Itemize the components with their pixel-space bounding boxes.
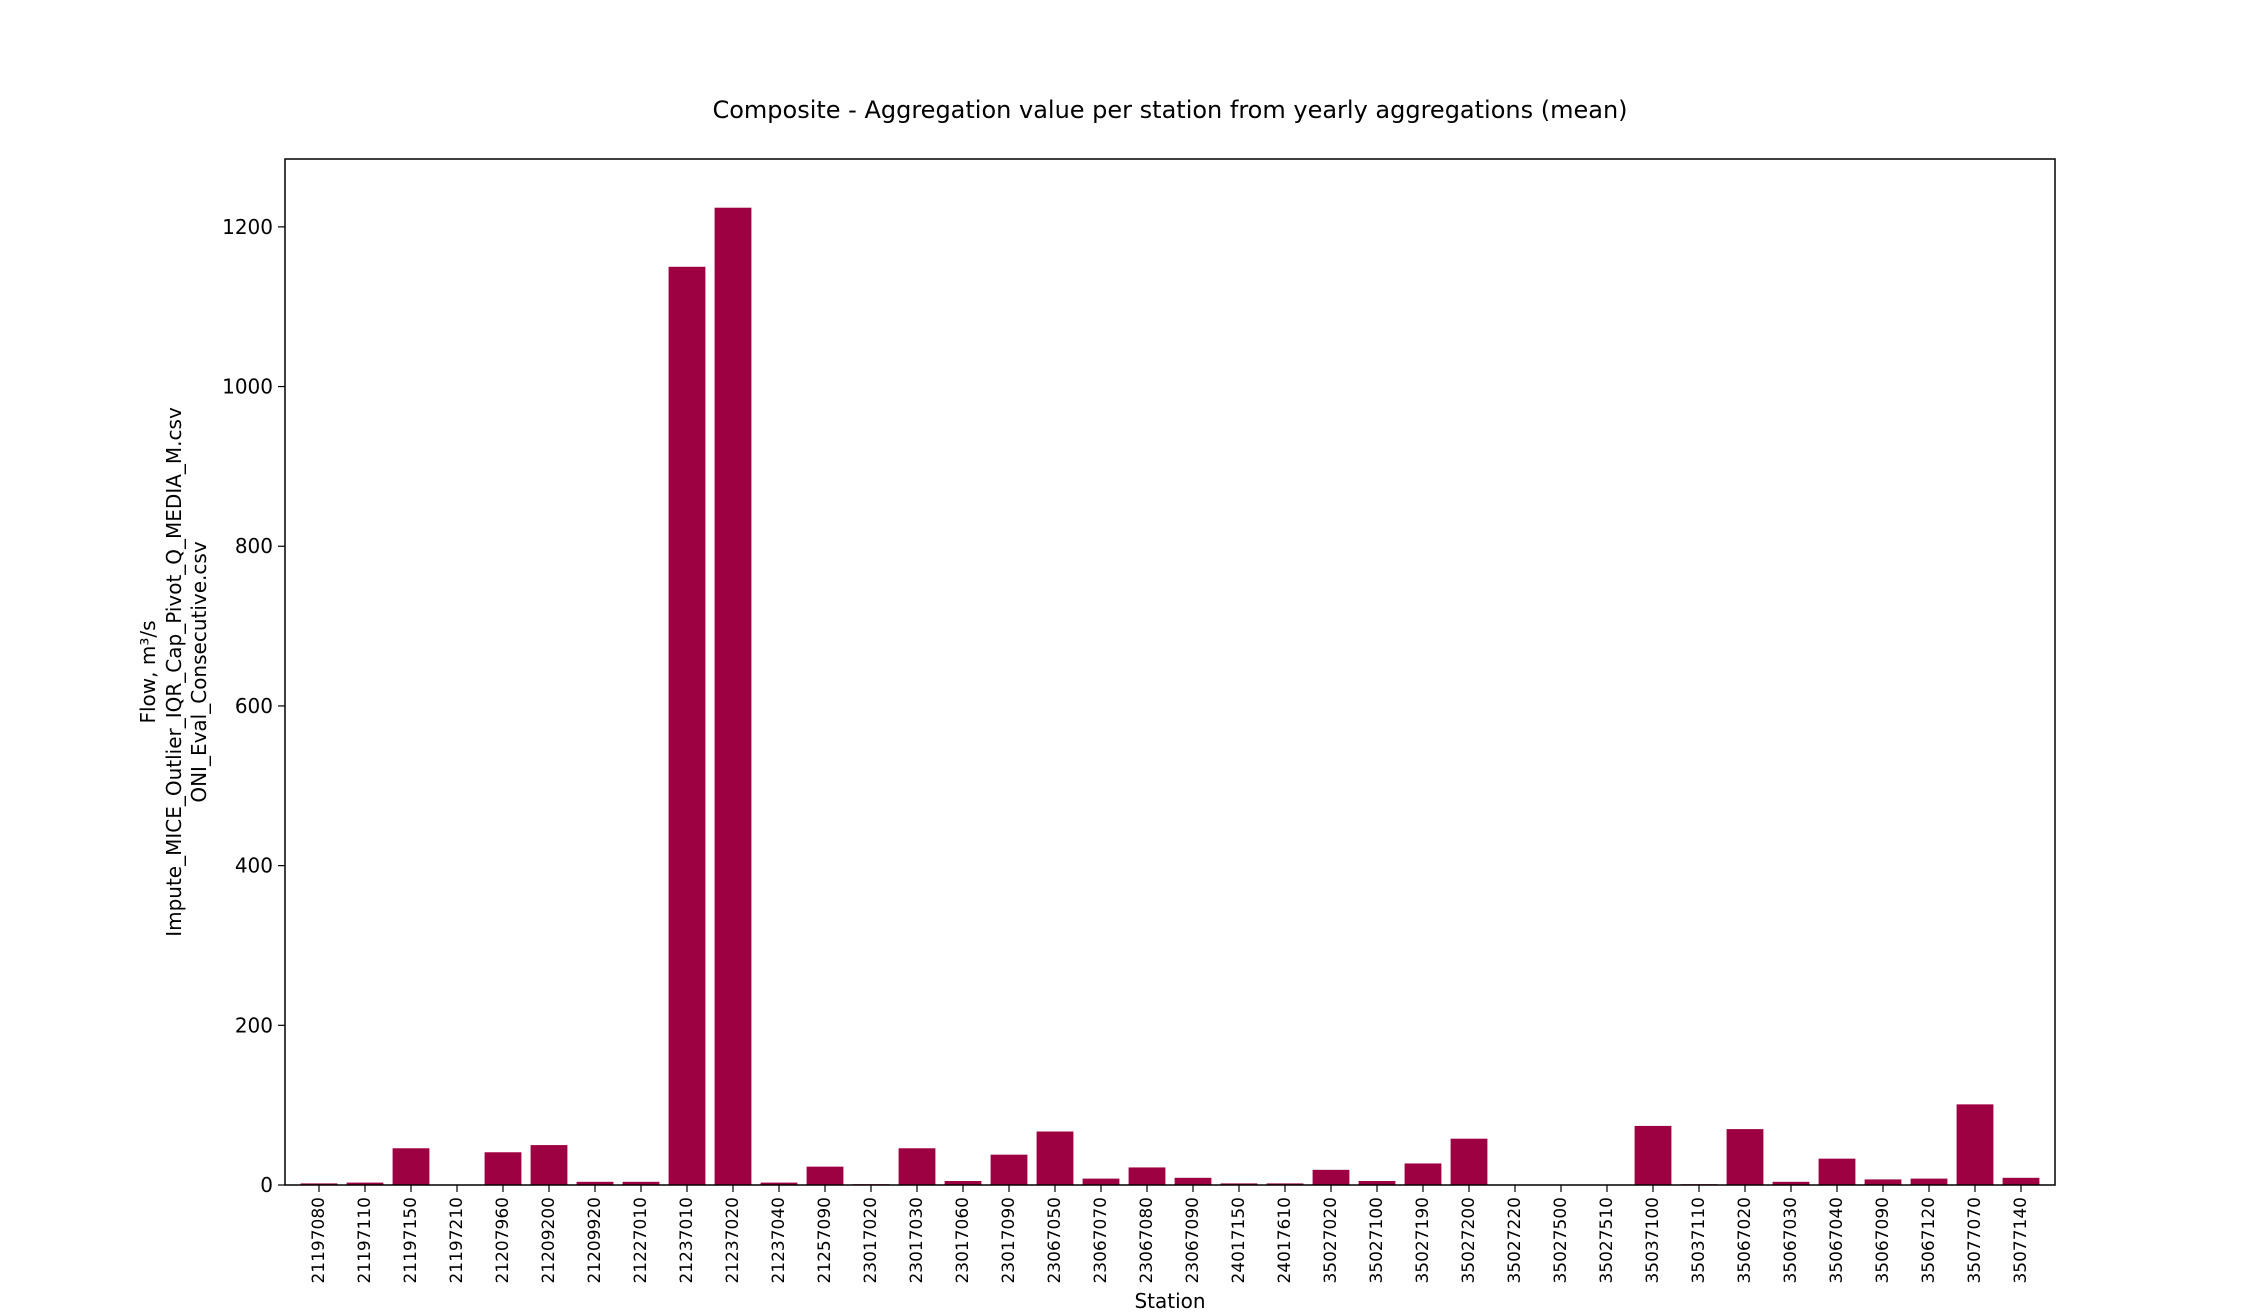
y-axis: 0 200 400 600 800 1000 1200 <box>222 215 285 1197</box>
y-tick-label: 1000 <box>222 375 273 399</box>
y-tick-label: 1200 <box>222 215 273 239</box>
bar-21197150 <box>392 1148 430 1185</box>
x-tick-label: 23017060 <box>953 1197 973 1284</box>
x-tick-label: 21237010 <box>677 1197 697 1284</box>
x-tick-label: 35027510 <box>1597 1197 1617 1284</box>
bar-21237010 <box>668 266 706 1185</box>
x-tick-label: 21227010 <box>631 1197 651 1284</box>
bars-group <box>300 207 2040 1185</box>
x-tick-label: 35037110 <box>1689 1197 1709 1284</box>
plot-frame <box>284 158 2056 1186</box>
y-tick-label: 0 <box>260 1173 273 1197</box>
bar-21237020 <box>714 207 752 1185</box>
y-axis-label-line: Impute_MICE_Outlier_IQR_Cap_Pivot_Q_MEDI… <box>162 407 186 937</box>
y-tick-label: 200 <box>235 1013 273 1037</box>
bar-21227010 <box>622 1181 660 1185</box>
bar-35027020 <box>1312 1169 1350 1185</box>
y-tick-label: 400 <box>235 854 273 878</box>
bar-35067020 <box>1726 1129 1764 1185</box>
x-tick-label: 35067020 <box>1735 1197 1755 1284</box>
x-tick-label: 21197150 <box>401 1197 421 1284</box>
bar-21197080 <box>300 1183 338 1185</box>
x-tick-label: 21237040 <box>769 1197 789 1284</box>
x-tick-label: 35027200 <box>1459 1197 1479 1284</box>
x-tick-label: 35067040 <box>1827 1197 1847 1284</box>
x-tick-label: 21207960 <box>493 1197 513 1284</box>
x-tick-label: 35027020 <box>1321 1197 1341 1284</box>
x-axis: 21197080 21197110 21197150 21197210 21207960… <box>309 1185 2031 1284</box>
x-tick-label: 21197110 <box>355 1197 375 1284</box>
x-tick-label: 35027190 <box>1413 1197 1433 1284</box>
x-tick-label: 23017030 <box>907 1197 927 1284</box>
x-tick-label: 21197080 <box>309 1197 329 1284</box>
bar-21207960 <box>484 1152 522 1185</box>
x-tick-label: 23067090 <box>1183 1197 1203 1284</box>
x-tick-label: 35027100 <box>1367 1197 1387 1284</box>
bar-35037100 <box>1634 1125 1672 1185</box>
x-tick-label: 35037100 <box>1643 1197 1663 1284</box>
bar-35077140 <box>2002 1177 2040 1185</box>
x-tick-label: 21197210 <box>447 1197 467 1284</box>
x-tick-label: 23067070 <box>1091 1197 1111 1284</box>
y-axis-label: Flow, m³/s Impute_MICE_Outlier_IQR_Cap_Pi… <box>136 407 211 937</box>
x-tick-label: 35027220 <box>1505 1197 1525 1284</box>
y-tick-label: 600 <box>235 694 273 718</box>
bar-35067030 <box>1772 1181 1810 1185</box>
chart-title: Composite - Aggregation value per statio… <box>712 96 1627 124</box>
x-tick-label: 23067050 <box>1045 1197 1065 1284</box>
bar-21237040 <box>760 1182 798 1185</box>
bar-23017090 <box>990 1154 1028 1185</box>
bar-23067080 <box>1128 1167 1166 1185</box>
x-tick-label: 35067120 <box>1919 1197 1939 1284</box>
bar-23067070 <box>1082 1178 1120 1185</box>
bar-35067120 <box>1910 1178 1948 1185</box>
x-tick-label: 21257090 <box>815 1197 835 1284</box>
bar-35027100 <box>1358 1181 1396 1185</box>
bar-35077070 <box>1956 1104 1994 1185</box>
x-axis-label: Station <box>1134 1289 1205 1312</box>
x-tick-label: 21209920 <box>585 1197 605 1284</box>
bar-23017030 <box>898 1148 936 1185</box>
x-tick-label: 35077140 <box>2011 1197 2031 1284</box>
bar-21257090 <box>806 1166 844 1185</box>
bar-24017610 <box>1266 1183 1304 1185</box>
x-tick-label: 23067080 <box>1137 1197 1157 1284</box>
y-tick-label: 800 <box>235 534 273 558</box>
x-tick-label: 35067090 <box>1873 1197 1893 1284</box>
x-tick-label: 24017150 <box>1229 1197 1249 1284</box>
y-axis-label-line: Flow, m³/s <box>136 620 160 723</box>
bar-23067050 <box>1036 1131 1074 1185</box>
bar-21197110 <box>346 1182 384 1185</box>
bar-23067090 <box>1174 1177 1212 1185</box>
bar-21209200 <box>530 1145 568 1185</box>
x-tick-label: 23017090 <box>999 1197 1019 1284</box>
bar-35067090 <box>1864 1179 1902 1185</box>
x-tick-label: 21209200 <box>539 1197 559 1284</box>
bar-35027190 <box>1404 1163 1442 1185</box>
x-tick-label: 35077070 <box>1965 1197 1985 1284</box>
y-axis-label-line: ONI_Eval_Consecutive.csv <box>187 541 211 802</box>
x-tick-label: 23017020 <box>861 1197 881 1284</box>
bar-35027200 <box>1450 1138 1488 1185</box>
bar-35067040 <box>1818 1158 1856 1185</box>
x-tick-label: 35027500 <box>1551 1197 1571 1284</box>
x-tick-label: 21237020 <box>723 1197 743 1284</box>
bar-24017150 <box>1220 1183 1258 1185</box>
bar-21209920 <box>576 1181 614 1185</box>
bar-23017060 <box>944 1181 982 1185</box>
x-tick-label: 24017610 <box>1275 1197 1295 1284</box>
x-tick-label: 35067030 <box>1781 1197 1801 1284</box>
